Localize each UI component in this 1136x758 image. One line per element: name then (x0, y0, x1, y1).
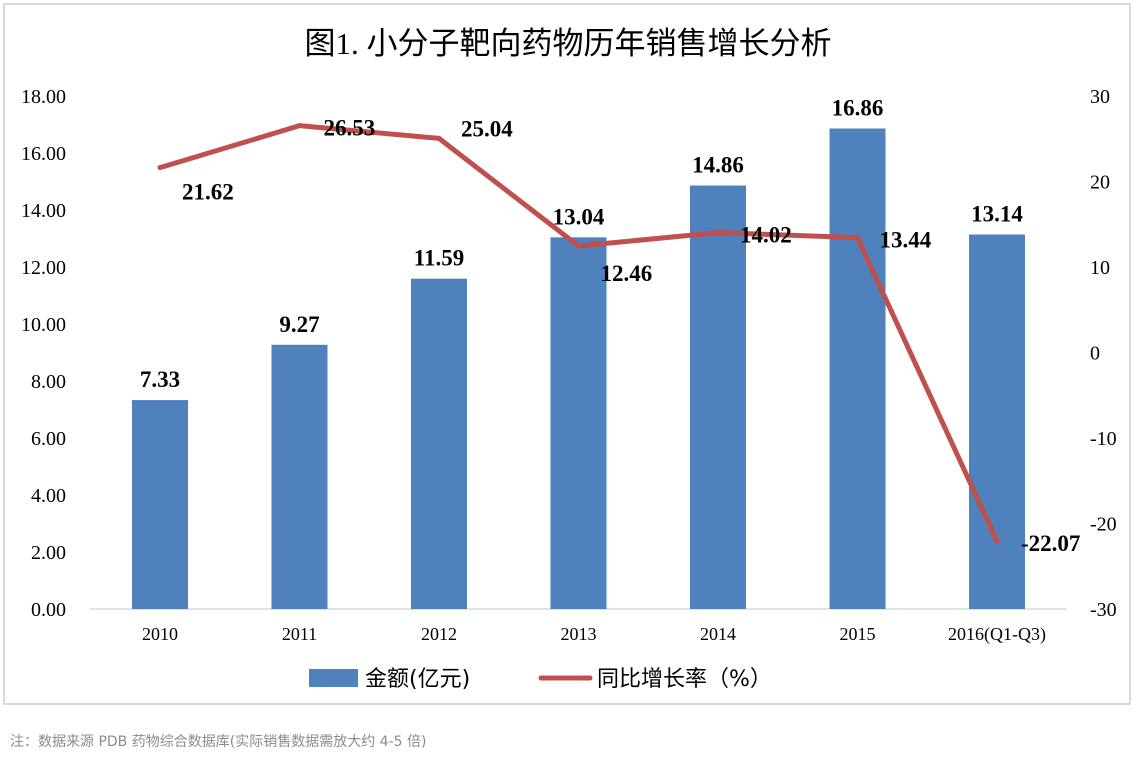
source-note: 注：数据来源 PDB 药物综合数据库(实际销售数据需放大约 4-5 倍) (10, 734, 427, 750)
x-tick-label: 2015 (840, 624, 876, 644)
line-point (436, 135, 442, 141)
legend-line-label: 同比增长率（%） (597, 667, 772, 692)
line-data-label: 13.44 (880, 228, 932, 253)
y-left-tick-label: 14.00 (21, 200, 66, 222)
bar (829, 128, 886, 610)
x-tick-label: 2010 (142, 624, 178, 644)
x-tick-label: 2013 (561, 624, 597, 644)
bar (969, 234, 1025, 609)
bar (550, 237, 607, 610)
line-data-label: 25.04 (461, 116, 513, 141)
x-tick-label: 2016(Q1-Q3) (948, 624, 1046, 645)
y-left-tick-label: 12.00 (21, 257, 66, 279)
bar (132, 400, 188, 609)
line-data-label: 21.62 (182, 180, 234, 205)
bar-data-label: 13.14 (971, 202, 1023, 227)
line-data-label: 12.46 (601, 261, 653, 286)
bar-data-label: 13.04 (553, 204, 605, 229)
y-left-tick-label: 10.00 (21, 314, 66, 336)
bar (271, 344, 328, 609)
bar-data-label: 9.27 (279, 312, 319, 337)
y-right-tick-label: 30 (1090, 86, 1110, 108)
y-right-tick-label: 0 (1090, 343, 1100, 365)
y-right-tick-label: -20 (1090, 514, 1117, 536)
bar-data-label: 14.86 (692, 152, 744, 177)
y-left-tick-label: 6.00 (31, 428, 66, 450)
line-point (715, 230, 721, 236)
line-point (994, 538, 1000, 544)
legend-bar-swatch (309, 669, 358, 687)
y-left-tick-label: 16.00 (21, 143, 66, 165)
line-data-label: -22.07 (1021, 531, 1080, 556)
chart-title: 图1. 小分子靶向药物历年销售增长分析 (304, 26, 832, 61)
bar (411, 278, 467, 609)
y-left-tick-label: 4.00 (31, 485, 66, 507)
x-tick-label: 2012 (421, 624, 457, 644)
line-point (297, 123, 302, 129)
y-right-tick-label: -10 (1090, 428, 1117, 450)
y-left-tick-label: 2.00 (31, 542, 66, 564)
bar-data-label: 11.59 (414, 246, 464, 271)
line-point (157, 165, 163, 171)
bar-data-label: 16.86 (832, 95, 884, 120)
legend-bar-label: 金额(亿元) (365, 667, 470, 692)
y-left-tick-label: 18.00 (21, 86, 66, 108)
y-left-tick-label: 8.00 (31, 371, 66, 393)
x-tick-label: 2014 (700, 624, 736, 644)
y-right-tick-label: 20 (1090, 172, 1110, 194)
y-right-tick-label: 10 (1090, 257, 1110, 279)
y-right-tick-label: -30 (1090, 599, 1117, 621)
line-point (576, 243, 581, 249)
x-tick-label: 2011 (282, 624, 317, 644)
line-point (855, 235, 860, 241)
y-left-tick-label: 0.00 (31, 599, 66, 621)
bar-data-label: 7.33 (140, 367, 180, 392)
line-data-label: 26.53 (324, 116, 376, 141)
bar (690, 185, 746, 610)
chart-frame (3, 3, 1131, 705)
line-data-label: 14.02 (740, 223, 792, 248)
